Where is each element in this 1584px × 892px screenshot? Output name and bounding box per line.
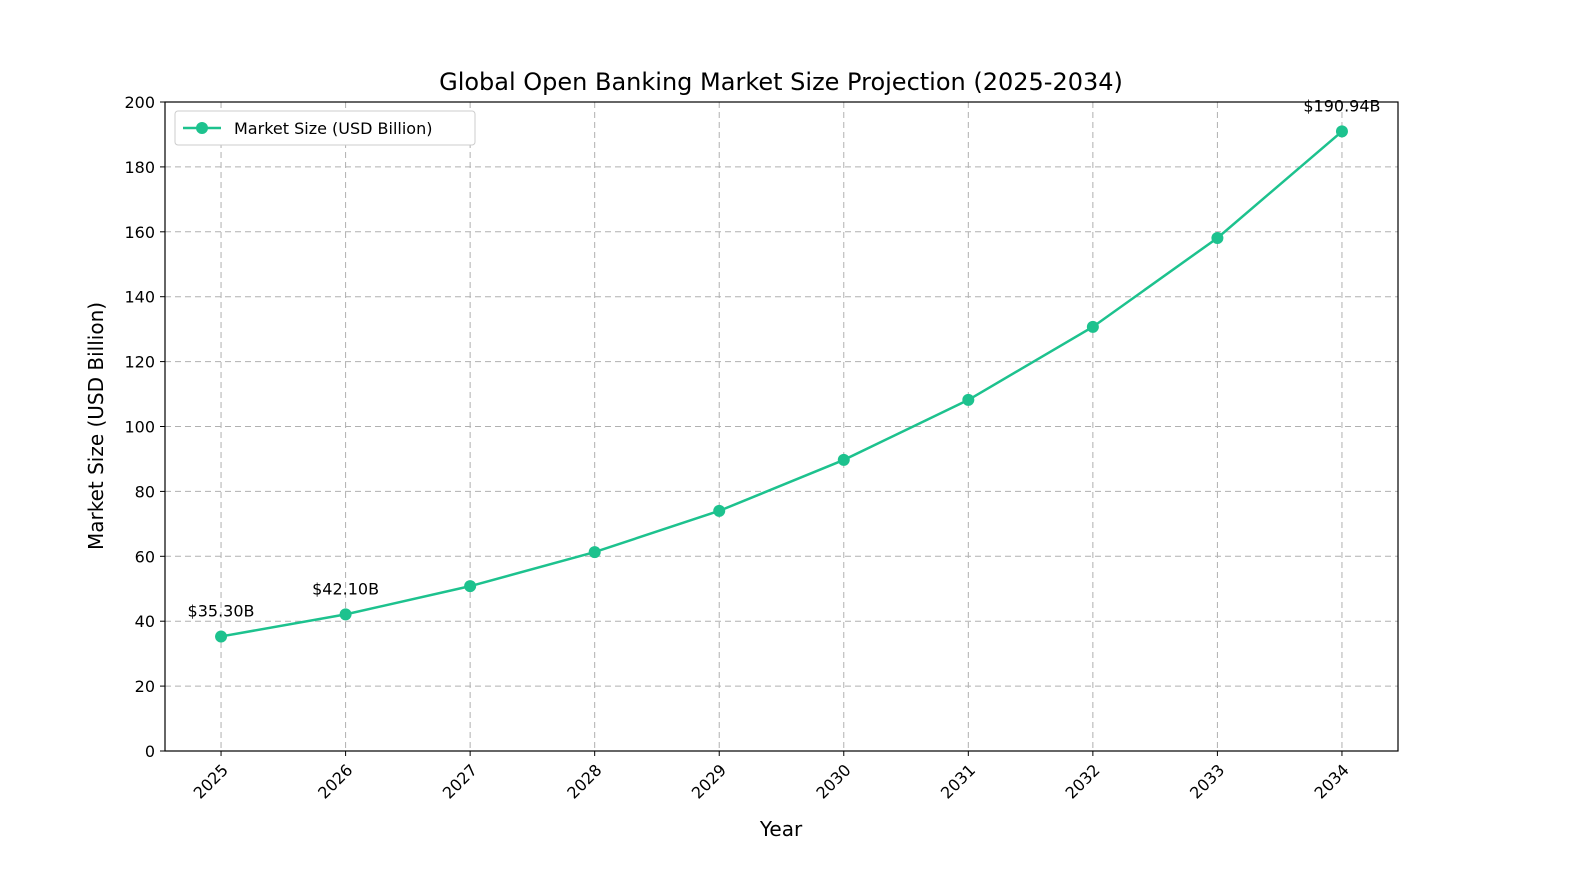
y-tick-label: 120 xyxy=(124,353,155,372)
y-tick-label: 80 xyxy=(135,482,155,501)
y-tick-label: 100 xyxy=(124,418,155,437)
data-point xyxy=(1086,320,1099,333)
y-tick-label: 140 xyxy=(124,288,155,307)
data-point xyxy=(713,504,726,517)
data-point xyxy=(588,546,601,559)
data-label: $190.94B xyxy=(1303,96,1380,115)
x-tick-label: 2033 xyxy=(1186,760,1228,802)
x-tick-label: 2025 xyxy=(190,760,232,802)
data-point xyxy=(464,580,477,593)
data-label: $35.30B xyxy=(188,601,255,620)
x-tick-label: 2031 xyxy=(937,760,979,802)
x-tick-label: 2030 xyxy=(812,760,854,802)
y-tick-label: 40 xyxy=(135,612,155,631)
data-point xyxy=(837,453,850,466)
legend-box xyxy=(174,110,476,146)
x-tick-label: 2027 xyxy=(439,760,481,802)
chart-title: Global Open Banking Market Size Projecti… xyxy=(439,68,1123,96)
y-tick-label: 180 xyxy=(124,158,155,177)
grid xyxy=(165,101,1398,752)
x-tick-label: 2034 xyxy=(1311,760,1353,802)
y-tick-label: 20 xyxy=(135,677,155,696)
legend-label: Market Size (USD Billion) xyxy=(234,119,432,138)
x-axis-label: Year xyxy=(759,817,803,841)
x-tick-label: 2028 xyxy=(563,760,605,802)
data-point xyxy=(1335,125,1348,138)
y-tick-label: 200 xyxy=(124,93,155,112)
series xyxy=(215,125,1348,643)
data-point xyxy=(962,393,975,406)
series-line xyxy=(220,130,1343,638)
data-point xyxy=(339,608,352,621)
legend-marker xyxy=(196,122,208,134)
x-tick-label: 2029 xyxy=(688,760,730,802)
ticks: 0 20 40 60 80 100 120 140 160 180 200 2025 2026 2027 2… xyxy=(124,93,1352,803)
y-tick-label: 0 xyxy=(145,742,155,761)
data-point xyxy=(1211,231,1224,244)
data-label: $42.10B xyxy=(312,579,379,598)
x-tick-label: 2026 xyxy=(314,760,356,802)
legend: Market Size (USD Billion) xyxy=(174,110,476,146)
data-point xyxy=(215,630,228,643)
y-axis-label: Market Size (USD Billion) xyxy=(84,302,108,550)
annotations: $35.30B $42.10B $190.94B xyxy=(188,96,1381,620)
x-tick-label: 2032 xyxy=(1061,760,1103,802)
y-tick-label: 160 xyxy=(124,223,155,242)
y-tick-label: 60 xyxy=(135,547,155,566)
